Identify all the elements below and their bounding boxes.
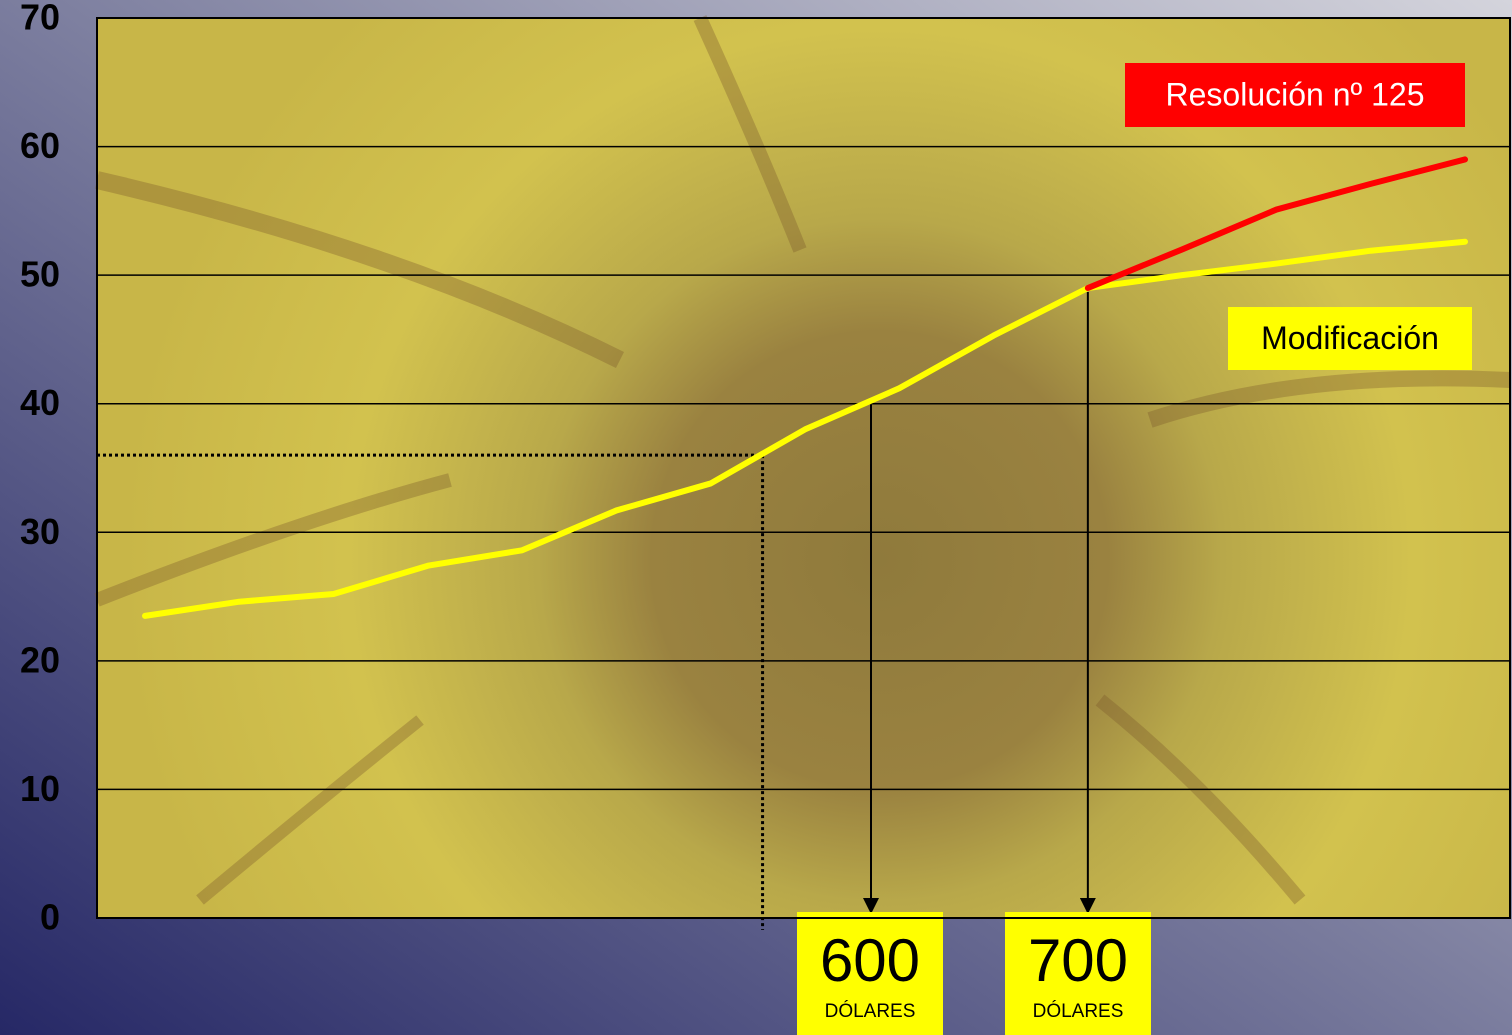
plot-background <box>97 18 1510 918</box>
y-tick-label: 30 <box>20 511 60 552</box>
annotation-value: 600 <box>820 927 920 994</box>
y-tick-label: 50 <box>20 254 60 295</box>
y-tick-label: 70 <box>20 0 60 38</box>
y-tick-label: 0 <box>40 897 60 938</box>
annotation-note: DÓLARES <box>1033 1000 1124 1022</box>
annotation-note: DÓLARES <box>825 1000 916 1022</box>
legend-label: Resolución nº 125 <box>1166 76 1425 112</box>
y-tick-label: 20 <box>20 639 60 680</box>
y-tick-label: 60 <box>20 125 60 166</box>
legend-label: Modificación <box>1261 320 1439 356</box>
y-tick-label: 10 <box>20 768 60 809</box>
y-tick-label: 40 <box>20 382 60 423</box>
chart: 0 10 20 30 40 50 60 70 600 DÓLARES 700 DÓLARES Resol… <box>0 0 1512 1035</box>
annotation-value: 700 <box>1028 927 1128 994</box>
